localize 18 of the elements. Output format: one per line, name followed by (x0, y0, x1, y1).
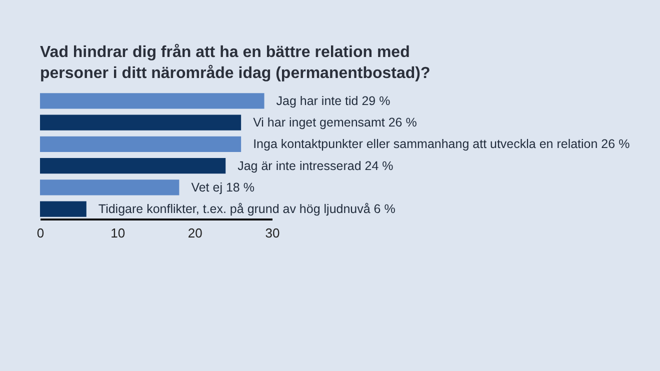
category-label: Tidigare konflikter, t.ex. på grund av hög ljudnuvå 6 % (98, 202, 396, 216)
bar (40, 201, 86, 217)
x-tick-label: 10 (110, 226, 126, 240)
text: personer i ditt närområde idag (permanentbostad)? (40, 65, 430, 82)
category-label: Jag har inte tid 29 % (276, 94, 390, 108)
category-label: Inga kontaktpunkter eller sammanhang att utveckla en relation 26 % (253, 137, 630, 152)
bar (40, 180, 180, 196)
bar (40, 158, 226, 174)
x-tick-label: 0 (36, 226, 44, 240)
bar (40, 114, 242, 130)
category-label: Jag är inte intresserad 24 % (238, 158, 394, 173)
category-label: Vet ej 18 % (191, 180, 254, 194)
text: Vad hindrar dig från att ha en bättre relation med (40, 44, 410, 61)
bar (40, 93, 264, 109)
x-tick-label: 20 (188, 226, 202, 240)
category-label: Vi har inget gemensamt 26 % (253, 116, 417, 130)
x-tick-label: 30 (265, 226, 280, 240)
bar (40, 136, 242, 152)
